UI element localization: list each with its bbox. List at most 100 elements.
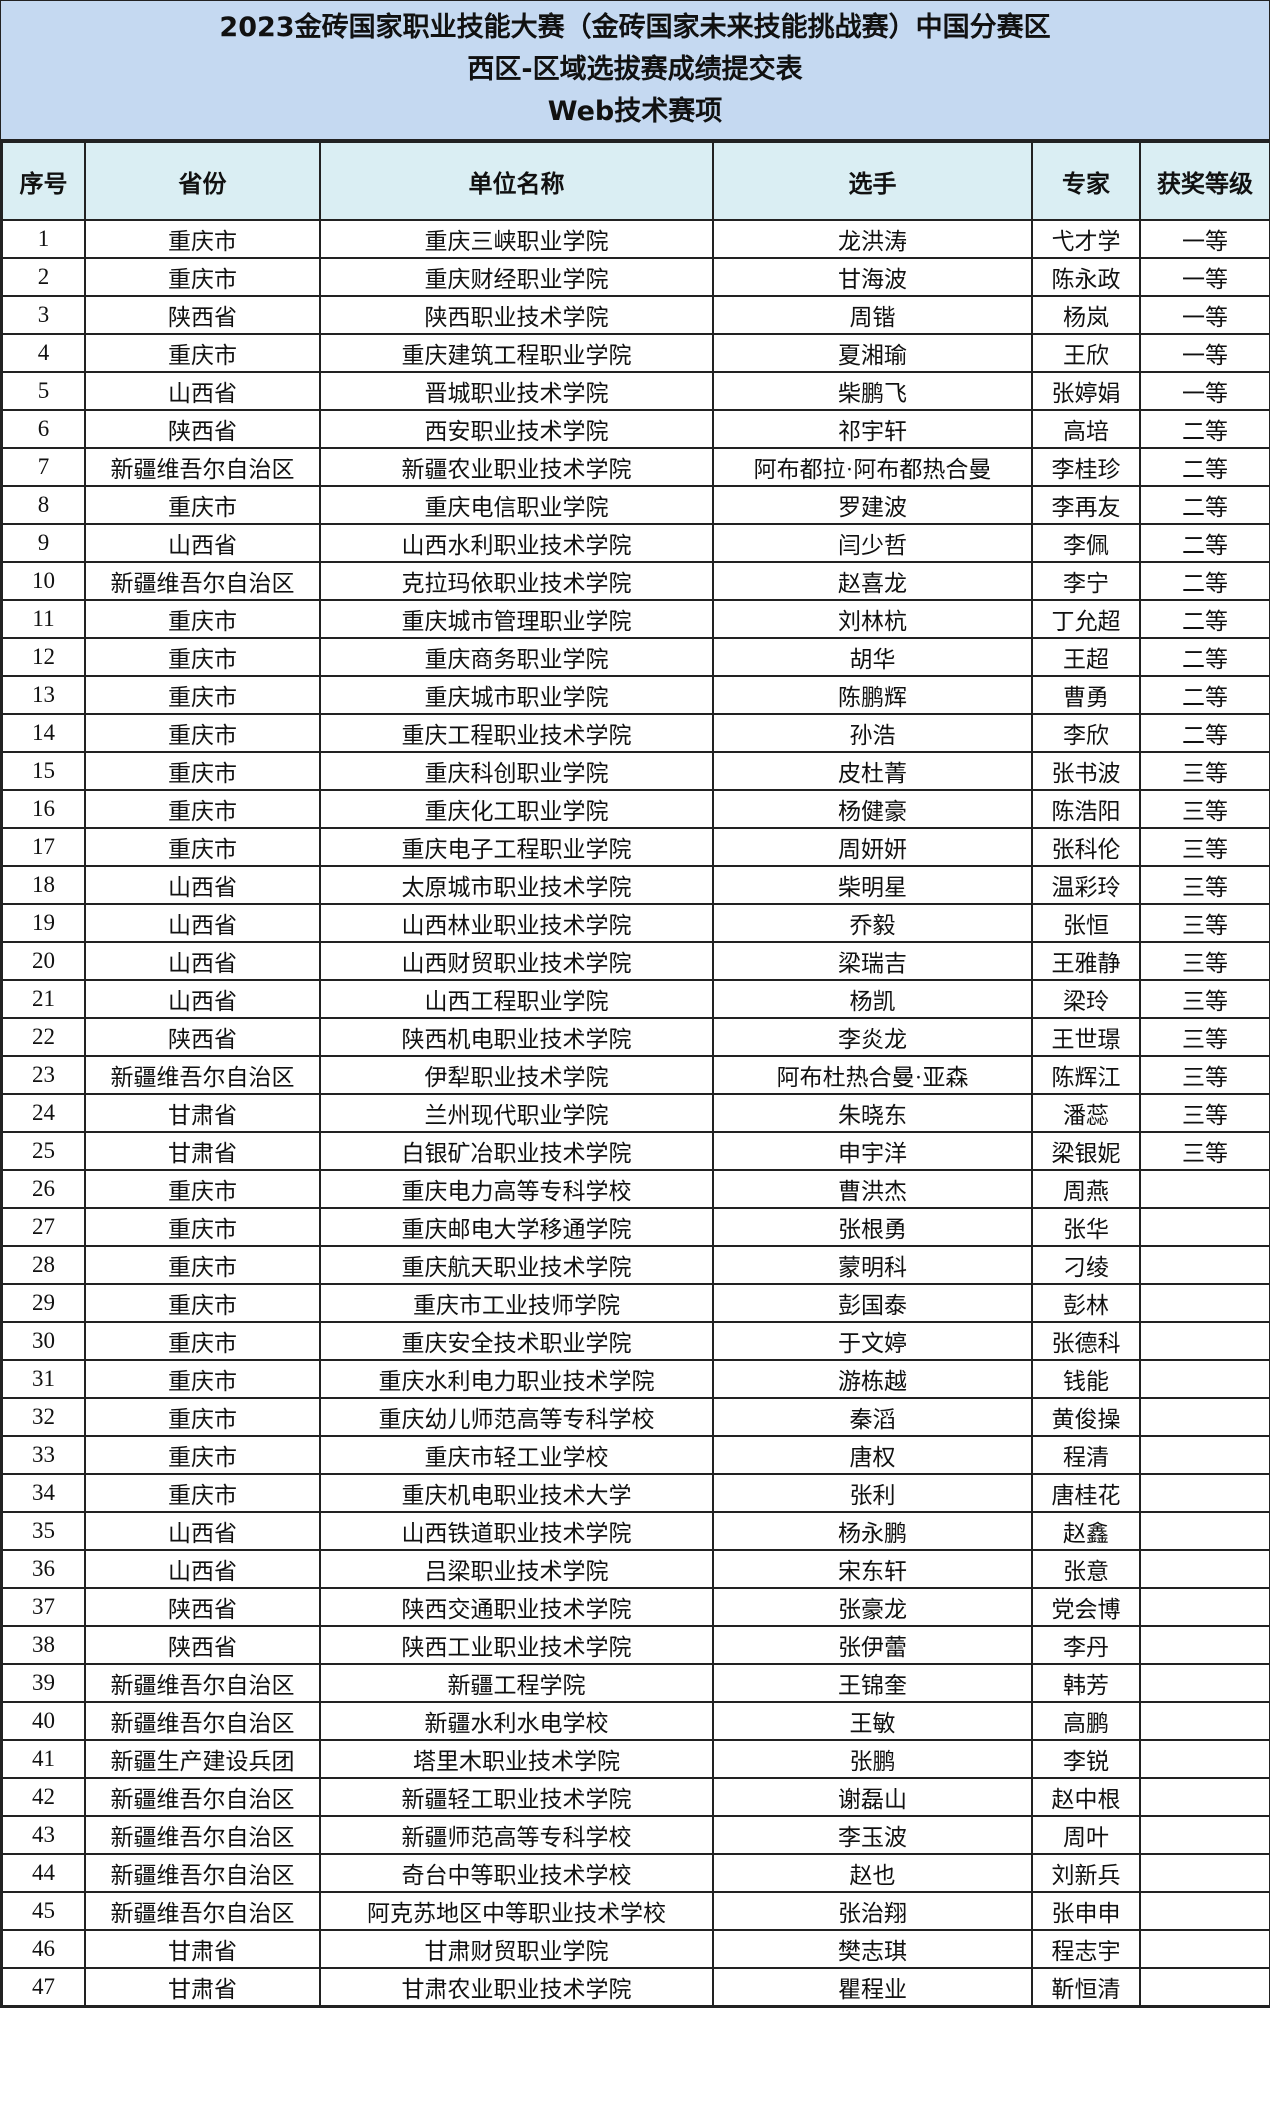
cell-expert: 梁银妮	[1031, 1131, 1141, 1171]
cell-institution: 伊犁职业技术学院	[319, 1055, 714, 1095]
cell-index: 24	[1, 1093, 86, 1133]
table-row: 6 陕西省 西安职业技术学院 祁宇轩 高培 二等	[1, 409, 1270, 449]
cell-contestant: 皮杜菁	[712, 751, 1033, 791]
table-row: 4 重庆市 重庆建筑工程职业学院 夏湘瑜 王欣 一等	[1, 333, 1270, 373]
header-col-index: 序号	[1, 141, 86, 221]
table-row: 19 山西省 山西林业职业技术学院 乔毅 张恒 三等	[1, 903, 1270, 943]
table-row: 16 重庆市 重庆化工职业学院 杨健豪 陈浩阳 三等	[1, 789, 1270, 829]
cell-award	[1139, 1891, 1270, 1931]
cell-contestant: 杨永鹏	[712, 1511, 1033, 1551]
cell-index: 28	[1, 1245, 86, 1285]
cell-institution: 重庆三峡职业学院	[319, 219, 714, 259]
header-row: 序号 省份 单位名称 选手 专家 获奖等级	[1, 141, 1270, 221]
cell-index: 11	[1, 599, 86, 639]
cell-expert: 周叶	[1031, 1815, 1141, 1855]
table-row: 35 山西省 山西铁道职业技术学院 杨永鹏 赵鑫	[1, 1511, 1270, 1551]
cell-institution: 新疆轻工职业技术学院	[319, 1777, 714, 1817]
cell-award: 三等	[1139, 941, 1270, 981]
table-row: 22 陕西省 陕西机电职业技术学院 李炎龙 王世璟 三等	[1, 1017, 1270, 1057]
cell-expert: 刘新兵	[1031, 1853, 1141, 1893]
cell-institution: 重庆商务职业学院	[319, 637, 714, 677]
cell-award	[1139, 1397, 1270, 1437]
cell-award: 一等	[1139, 371, 1270, 411]
cell-award	[1139, 1625, 1270, 1665]
cell-expert: 唐桂花	[1031, 1473, 1141, 1513]
cell-province: 山西省	[84, 979, 321, 1019]
cell-award: 二等	[1139, 675, 1270, 715]
cell-award	[1139, 1435, 1270, 1475]
cell-expert: 周燕	[1031, 1169, 1141, 1209]
cell-index: 15	[1, 751, 86, 791]
cell-contestant: 张豪龙	[712, 1587, 1033, 1627]
cell-institution: 重庆安全技术职业学院	[319, 1321, 714, 1361]
cell-contestant: 樊志琪	[712, 1929, 1033, 1969]
cell-award	[1139, 1739, 1270, 1779]
cell-expert: 高鹏	[1031, 1701, 1141, 1741]
cell-contestant: 李炎龙	[712, 1017, 1033, 1057]
cell-institution: 重庆建筑工程职业学院	[319, 333, 714, 373]
cell-index: 29	[1, 1283, 86, 1323]
cell-expert: 张意	[1031, 1549, 1141, 1589]
cell-province: 重庆市	[84, 789, 321, 829]
cell-expert: 李锐	[1031, 1739, 1141, 1779]
cell-award	[1139, 1967, 1270, 2007]
cell-province: 甘肃省	[84, 1967, 321, 2007]
cell-index: 33	[1, 1435, 86, 1475]
cell-expert: 陈浩阳	[1031, 789, 1141, 829]
cell-institution: 山西工程职业学院	[319, 979, 714, 1019]
cell-province: 重庆市	[84, 675, 321, 715]
title-line-1: 2023金砖国家职业技能大赛（金砖国家未来技能挑战赛）中国分赛区	[219, 12, 1051, 43]
table-row: 24 甘肃省 兰州现代职业学院 朱晓东 潘蕊 三等	[1, 1093, 1270, 1133]
cell-award: 一等	[1139, 333, 1270, 373]
cell-index: 12	[1, 637, 86, 677]
cell-index: 3	[1, 295, 86, 335]
cell-award	[1139, 1473, 1270, 1513]
cell-expert: 李佩	[1031, 523, 1141, 563]
cell-province: 重庆市	[84, 1245, 321, 1285]
table-row: 25 甘肃省 白银矿冶职业技术学院 申宇洋 梁银妮 三等	[1, 1131, 1270, 1171]
cell-index: 38	[1, 1625, 86, 1665]
table-row: 26 重庆市 重庆电力高等专科学校 曹洪杰 周燕	[1, 1169, 1270, 1209]
cell-contestant: 刘林杭	[712, 599, 1033, 639]
cell-province: 重庆市	[84, 1169, 321, 1209]
cell-contestant: 游栋越	[712, 1359, 1033, 1399]
cell-contestant: 柴明星	[712, 865, 1033, 905]
cell-index: 39	[1, 1663, 86, 1703]
cell-institution: 陕西职业技术学院	[319, 295, 714, 335]
header-col-province: 省份	[84, 141, 321, 221]
cell-expert: 李桂珍	[1031, 447, 1141, 487]
cell-contestant: 周锴	[712, 295, 1033, 335]
cell-expert: 杨岚	[1031, 295, 1141, 335]
cell-province: 重庆市	[84, 827, 321, 867]
cell-index: 43	[1, 1815, 86, 1855]
cell-province: 新疆维吾尔自治区	[84, 447, 321, 487]
sheet-title: 2023金砖国家职业技能大赛（金砖国家未来技能挑战赛）中国分赛区 西区-区域选拔…	[1, 1, 1269, 141]
cell-institution: 重庆财经职业学院	[319, 257, 714, 297]
cell-institution: 白银矿冶职业技术学院	[319, 1131, 714, 1171]
cell-expert: 高培	[1031, 409, 1141, 449]
cell-institution: 重庆机电职业技术大学	[319, 1473, 714, 1513]
cell-expert: 韩芳	[1031, 1663, 1141, 1703]
cell-award	[1139, 1511, 1270, 1551]
table-row: 14 重庆市 重庆工程职业技术学院 孙浩 李欣 二等	[1, 713, 1270, 753]
table-row: 33 重庆市 重庆市轻工业学校 唐权 程清	[1, 1435, 1270, 1475]
cell-index: 7	[1, 447, 86, 487]
cell-contestant: 杨凯	[712, 979, 1033, 1019]
cell-award: 三等	[1139, 789, 1270, 829]
cell-province: 重庆市	[84, 599, 321, 639]
cell-institution: 重庆航天职业技术学院	[319, 1245, 714, 1285]
cell-index: 17	[1, 827, 86, 867]
cell-index: 30	[1, 1321, 86, 1361]
cell-expert: 王欣	[1031, 333, 1141, 373]
cell-contestant: 唐权	[712, 1435, 1033, 1475]
cell-contestant: 赵也	[712, 1853, 1033, 1893]
cell-expert: 程清	[1031, 1435, 1141, 1475]
cell-award: 一等	[1139, 219, 1270, 259]
cell-index: 42	[1, 1777, 86, 1817]
cell-province: 山西省	[84, 865, 321, 905]
cell-index: 13	[1, 675, 86, 715]
cell-province: 甘肃省	[84, 1929, 321, 1969]
cell-expert: 彭林	[1031, 1283, 1141, 1323]
cell-contestant: 曹洪杰	[712, 1169, 1033, 1209]
cell-index: 40	[1, 1701, 86, 1741]
